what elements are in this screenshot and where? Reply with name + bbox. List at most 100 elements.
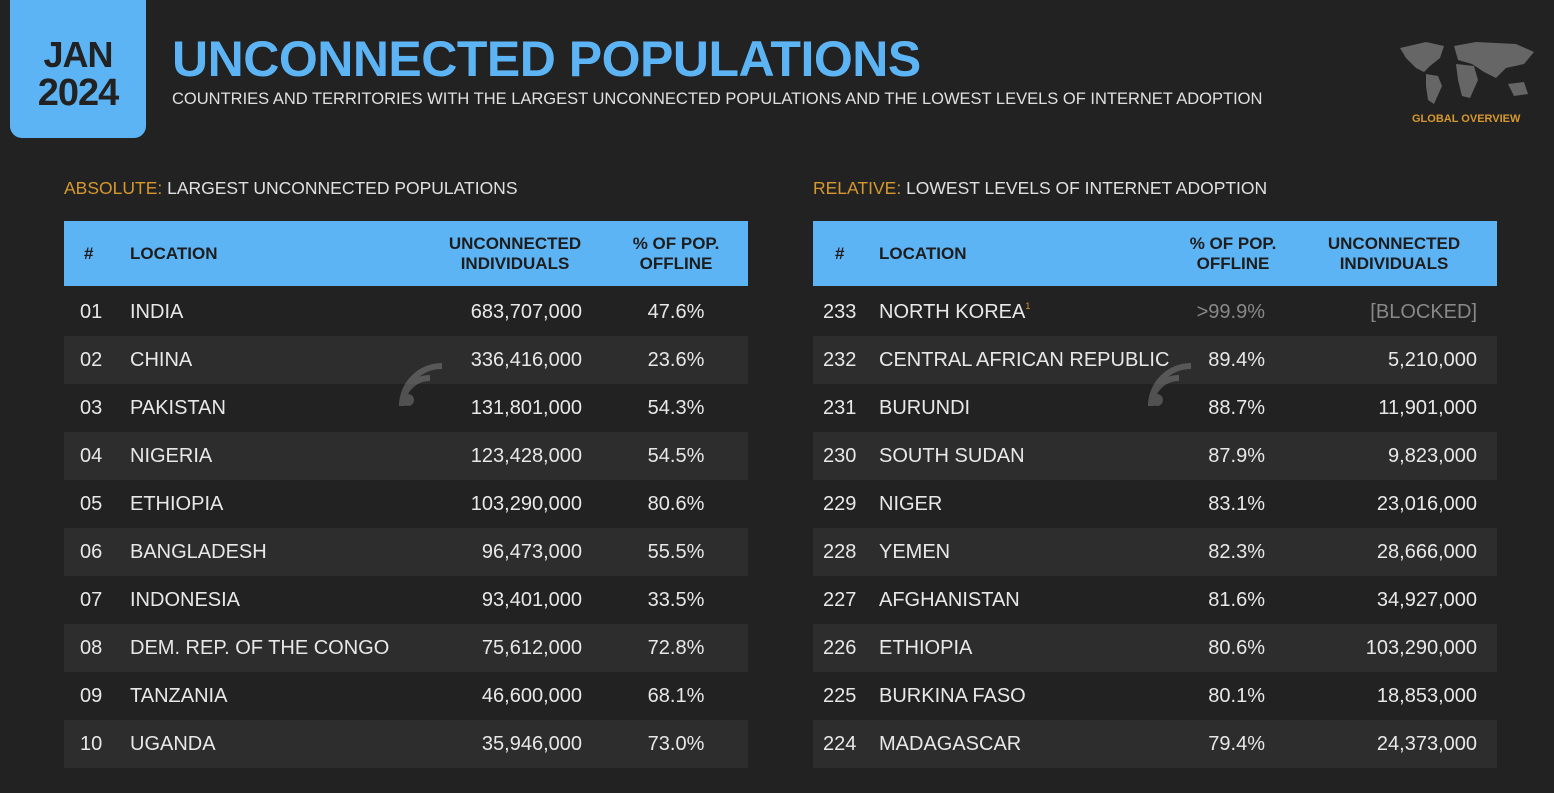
rank-cell-text: 05 (80, 493, 103, 515)
relative-table: # LOCATION % OF POP. OFFLINE UNCONNECTED… (813, 221, 1497, 768)
pct-cell: 80.6% (620, 493, 732, 516)
rank-cell-text: 03 (80, 397, 103, 419)
date-year: 2024 (37, 72, 120, 114)
unconnected-cell: 35,946,000 (482, 733, 582, 756)
pct-cell: 81.6% (1208, 589, 1265, 612)
pct-cell-text: >99.9% (1196, 301, 1265, 323)
rank-cell: 233 (823, 301, 856, 324)
rank-cell: 06 (80, 541, 102, 564)
unconnected-cell: 93,401,000 (482, 589, 582, 612)
location-cell-text: NIGER (879, 493, 943, 515)
location-cell-text: DEM. REP. OF THE CONGO (130, 637, 390, 659)
pct-cell: 33.5% (620, 589, 732, 612)
pct-cell: 79.4% (1208, 733, 1265, 756)
location-cell-text: ETHIOPIA (879, 637, 973, 659)
watermark-icon (399, 363, 443, 407)
watermark-icon (1148, 363, 1192, 407)
location-cell-text: PAKISTAN (130, 397, 226, 419)
pct-cell: 88.7% (1208, 397, 1265, 420)
rank-cell: 229 (823, 493, 856, 516)
location-cell: UGANDA (130, 733, 216, 756)
unconnected-cell: 123,428,000 (471, 445, 582, 468)
location-cell-text: BURUNDI (879, 397, 971, 419)
location-cell-text: MADAGASCAR (879, 733, 1022, 755)
location-cell: NORTH KOREA1 (879, 301, 1030, 324)
unconnected-cell: 18,853,000 (1377, 685, 1477, 708)
rank-cell: 231 (823, 397, 856, 420)
unconnected-cell: 683,707,000 (471, 301, 582, 324)
absolute-prefix: ABSOLUTE: (64, 178, 163, 198)
unconnected-cell-text: 34,927,000 (1376, 589, 1477, 611)
location-cell-text: NIGERIA (130, 445, 213, 467)
table-row: 04 NIGERIA 123,428,000 54.5% (64, 432, 748, 480)
unconnected-cell-text: 683,707,000 (470, 301, 582, 323)
unconnected-cell-text: 75,612,000 (481, 637, 582, 659)
unconnected-cell: [BLOCKED] (1370, 301, 1477, 324)
unconnected-cell: 336,416,000 (471, 349, 582, 372)
col-unconnected: UNCONNECTED INDIVIDUALS (448, 233, 582, 273)
unconnected-cell: 23,016,000 (1377, 493, 1477, 516)
location-cell-text: INDIA (130, 301, 184, 323)
pct-cell-text: 80.1% (1208, 685, 1265, 707)
rank-cell: 224 (823, 733, 856, 756)
unconnected-cell: 34,927,000 (1377, 589, 1477, 612)
page-title: UNCONNECTED POPULATIONS (172, 31, 921, 87)
table-row: 224 MADAGASCAR 79.4% 24,373,000 (813, 720, 1497, 768)
table-row: 232 CENTRAL AFRICAN REPUBLIC 89.4% 5,210,00… (813, 336, 1497, 384)
rank-cell-text: 230 (823, 445, 857, 467)
rank-cell: 02 (80, 349, 102, 372)
rank-cell-text: 10 (80, 733, 103, 755)
rank-cell-text: 07 (80, 589, 103, 611)
unconnected-cell-text: 103,290,000 (1365, 637, 1477, 659)
rank-cell: 230 (823, 445, 856, 468)
location-cell: NIGERIA (130, 445, 212, 468)
pct-cell-text: 82.3% (1208, 541, 1265, 563)
location-cell-text: UGANDA (130, 733, 216, 755)
table-row: 225 BURKINA FASO 80.1% 18,853,000 (813, 672, 1497, 720)
col-rank: # (835, 243, 845, 263)
location-cell-text: BANGLADESH (130, 541, 267, 563)
col-unconnected: UNCONNECTED INDIVIDUALS (1327, 233, 1461, 273)
unconnected-cell: 46,600,000 (482, 685, 582, 708)
date-month: JAN (43, 34, 113, 75)
pct-cell: 80.1% (1208, 685, 1265, 708)
location-cell: BURKINA FASO (879, 685, 1026, 708)
unconnected-cell: 103,290,000 (1366, 637, 1477, 660)
rank-cell: 226 (823, 637, 856, 660)
pct-cell: 68.1% (620, 685, 732, 708)
table-row: 05 ETHIOPIA 103,290,000 80.6% (64, 480, 748, 528)
unconnected-cell-text: 35,946,000 (481, 733, 582, 755)
location-cell: SOUTH SUDAN (879, 445, 1025, 468)
table-row: 09 TANZANIA 46,600,000 68.1% (64, 672, 748, 720)
rank-cell-text: 226 (823, 637, 857, 659)
rank-cell-text: 02 (80, 349, 103, 371)
unconnected-cell-text: 11,901,000 (1378, 397, 1477, 419)
table-row: 231 BURUNDI 88.7% 11,901,000 (813, 384, 1497, 432)
pct-cell: 73.0% (620, 733, 732, 756)
rank-cell-text: 09 (80, 685, 103, 707)
location-cell-text: BURKINA FASO (879, 685, 1026, 707)
unconnected-cell-text: 103,290,000 (470, 493, 582, 515)
rank-cell: 03 (80, 397, 102, 420)
rank-cell-text: 231 (823, 397, 857, 419)
location-cell: ETHIOPIA (130, 493, 223, 516)
unconnected-cell-text: 18,853,000 (1376, 685, 1477, 707)
pct-cell: 55.5% (620, 541, 732, 564)
unconnected-cell: 24,373,000 (1377, 733, 1477, 756)
table-row: 10 UGANDA 35,946,000 73.0% (64, 720, 748, 768)
unconnected-cell: 5,210,000 (1388, 349, 1477, 372)
rank-cell-text: 224 (823, 733, 857, 755)
table-header: # LOCATION UNCONNECTED INDIVIDUALS % OF … (64, 221, 748, 286)
table-row: 228 YEMEN 82.3% 28,666,000 (813, 528, 1497, 576)
location-cell: PAKISTAN (130, 397, 226, 420)
pct-cell: 54.5% (620, 445, 732, 468)
pct-cell-text: 33.5% (647, 589, 705, 611)
table-header: # LOCATION % OF POP. OFFLINE UNCONNECTED… (813, 221, 1497, 286)
rank-cell: 01 (80, 301, 102, 324)
location-cell: TANZANIA (130, 685, 227, 708)
unconnected-cell: 11,901,000 (1378, 397, 1477, 420)
location-cell-text: INDONESIA (130, 589, 241, 611)
pct-cell-text: 89.4% (1208, 349, 1265, 371)
footnote-marker: 1 (1025, 301, 1031, 311)
date-badge: JAN 2024 (10, 0, 146, 138)
